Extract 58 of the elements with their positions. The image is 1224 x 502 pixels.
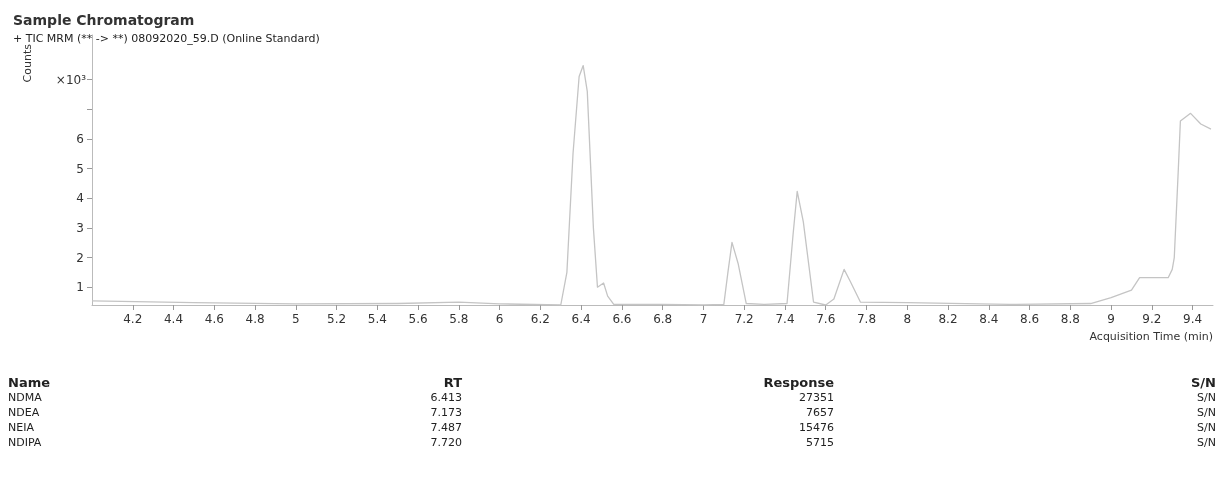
x-tick-label: 5.4 [367, 312, 387, 326]
x-axis-title: Acquisition Time (min) [1089, 330, 1213, 343]
chart-title: Sample Chromatogram [13, 12, 195, 28]
x-tick-label: 4.2 [123, 312, 143, 326]
text: 15476 [798, 420, 835, 435]
x-tick-label: 6.4 [571, 312, 591, 326]
text: NDMA [8, 390, 43, 405]
text: ×10³ [55, 73, 87, 87]
x-tick-label: 6.8 [653, 312, 673, 326]
text: 7.173 [429, 405, 463, 420]
text: Response [762, 375, 835, 390]
x-tick-label: 8.6 [1020, 312, 1040, 326]
text: S/N [1196, 405, 1216, 420]
text: S/N [1196, 420, 1216, 435]
x-tick-label: 5.2 [327, 312, 347, 326]
x-tick-label: 9 [1107, 312, 1115, 326]
y-tick-label: 4 [76, 191, 84, 206]
x-tick-label: 6.6 [612, 312, 632, 326]
text: NEIA [8, 420, 35, 435]
x-tick-label: 9.2 [1142, 312, 1162, 326]
text: 7.487 [429, 420, 463, 435]
text: 7.720 [429, 435, 463, 450]
chart-subtitle: + TIC MRM (** -> **) 08092020_59.D (Online Standard) [13, 32, 320, 45]
x-tick-label: 9.4 [1183, 312, 1203, 326]
y-tick-label: 6 [76, 131, 84, 146]
x-tick-label: 6.2 [530, 312, 550, 326]
text: 27351 [798, 390, 835, 405]
x-tick-label: 5.8 [449, 312, 469, 326]
text: 6.413 [429, 390, 463, 405]
x-tick-label: 7.6 [816, 312, 836, 326]
text: 7657 [805, 405, 835, 420]
x-tick-label: 5.6 [408, 312, 428, 326]
x-tick-label: 8.2 [938, 312, 958, 326]
x-tick-label: 7.8 [856, 312, 877, 326]
x-tick-label: 8.4 [979, 312, 999, 326]
x-tick-label: 4.4 [163, 312, 184, 326]
x-tick-label: 7.2 [734, 312, 754, 326]
text: NDIPA [8, 435, 43, 450]
x-tick-label: 8 [903, 312, 912, 326]
text: RT [442, 375, 463, 390]
y-tick-label: 5 [76, 161, 84, 176]
x-tick-label: 4.6 [204, 312, 224, 326]
x-tick-label: 7.4 [775, 312, 795, 326]
y-axis-title: Counts [21, 43, 34, 83]
y-tick-label: 2 [76, 250, 84, 265]
text: NDEA [8, 405, 41, 420]
y-tick-label: 3 [76, 220, 84, 235]
text: S/N [1190, 375, 1216, 390]
x-tick-label: 4.8 [245, 312, 265, 326]
text: 5715 [805, 435, 835, 450]
x-tick-label: 8.8 [1060, 312, 1080, 326]
y-tick-label: 1 [76, 280, 84, 295]
x-tick-label: 5 [292, 312, 300, 326]
x-tick-label: 7 [699, 312, 708, 326]
text: S/N [1196, 390, 1216, 405]
text: Name [8, 375, 51, 390]
text: S/N [1196, 435, 1216, 450]
x-tick-label: 6 [495, 312, 504, 326]
